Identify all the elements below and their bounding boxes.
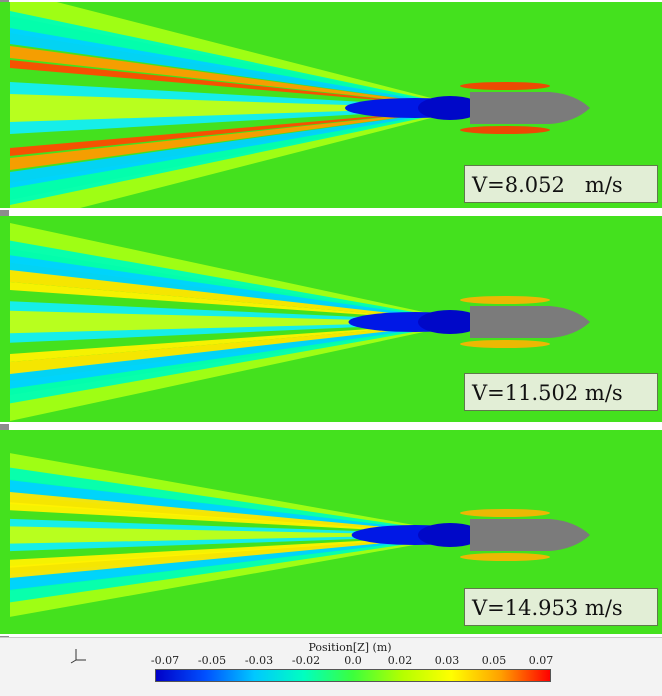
wake-panel-2-hull bbox=[470, 306, 590, 338]
wake-panel-2-transom-hollow bbox=[418, 310, 482, 334]
wake-panel-1-bow-crest bbox=[460, 126, 550, 134]
legend-tick-label: -0.05 bbox=[197, 654, 227, 667]
wake-panel-3-bow-crest bbox=[460, 553, 550, 561]
wake-panel-1-outer-aqua-band bbox=[10, 108, 470, 205]
wake-panel-3-center-crest bbox=[10, 526, 440, 544]
wake-panel-1-bow-crest bbox=[460, 82, 550, 90]
wake-panel-2 bbox=[0, 216, 662, 424]
colorbar bbox=[155, 669, 551, 682]
wake-panel-1-transom-hollow bbox=[418, 96, 482, 120]
color-legend: Position[Z] (m) -0.07 -0.05 -0.03 -0.02 0.0 0… bbox=[0, 637, 662, 696]
axis-triad-icon bbox=[70, 644, 98, 664]
legend-tick-labels: -0.07 -0.05 -0.03 -0.02 0.0 0.02 0.03 0.05 0.07 bbox=[0, 654, 662, 668]
legend-tick-label: -0.02 bbox=[291, 654, 321, 667]
legend-tick-label: 0.02 bbox=[387, 654, 413, 667]
velocity-label-3: V=14.953 m/s bbox=[464, 588, 658, 626]
wake-panel-3-yellow-band bbox=[10, 535, 470, 578]
wake-panel-2-yellow-band bbox=[10, 322, 470, 374]
wake-panel-2-outer-lightgreen-band bbox=[10, 322, 470, 421]
legend-tick-label: 0.07 bbox=[528, 654, 554, 667]
wake-panel-1-hull bbox=[470, 92, 590, 124]
wake-panel-1-cyan-band bbox=[10, 108, 470, 188]
legend-tick-label: 0.03 bbox=[434, 654, 460, 667]
wake-panel-3-transom-hollow bbox=[418, 523, 482, 547]
wake-panel-2-crest-band bbox=[10, 282, 470, 322]
wake-panel-1-cyan-band bbox=[10, 28, 470, 108]
wake-panel-2-bow-crest bbox=[460, 296, 550, 304]
legend-title: Position[Z] (m) bbox=[308, 641, 392, 654]
wake-panel-1-yellow-band bbox=[10, 46, 470, 108]
wake-panel-2-bow-crest bbox=[460, 340, 550, 348]
velocity-label-1: V=8.052 m/s bbox=[464, 165, 658, 203]
wake-panel-2-outer-lightgreen-band bbox=[10, 223, 470, 322]
wake-panel-1-separator bbox=[0, 208, 662, 210]
wake-panel-3-outer-aqua-band bbox=[10, 467, 470, 535]
wake-panel-1-outer-lightgreen-band bbox=[10, 108, 470, 210]
wake-panel-1-outer-aqua-band bbox=[10, 11, 470, 108]
legend-tick-label: -0.03 bbox=[244, 654, 274, 667]
wake-panel-1-outer-lightgreen-band bbox=[10, 2, 470, 108]
wake-panel-2-separator bbox=[0, 422, 662, 424]
wake-panel-1 bbox=[0, 2, 662, 210]
legend-tick-label: 0.0 bbox=[344, 654, 362, 667]
wake-panel-3-bow-crest bbox=[460, 509, 550, 517]
legend-tick-label: 0.05 bbox=[481, 654, 507, 667]
legend-tick-label: -0.07 bbox=[150, 654, 180, 667]
wake-panel-1-yellow-band bbox=[10, 108, 470, 170]
wake-panel-3-yellow-band bbox=[10, 492, 470, 535]
wake-panel-2-center-crest bbox=[10, 310, 440, 334]
wake-panel-1-center-crest bbox=[10, 94, 440, 122]
wake-panel-2-yellow-band bbox=[10, 270, 470, 322]
wake-panel-1-crest-band bbox=[10, 60, 470, 108]
wake-panel-3-separator bbox=[0, 634, 662, 636]
wake-panel-3-hull bbox=[470, 519, 590, 551]
velocity-label-2: V=11.502 m/s bbox=[464, 373, 658, 411]
wake-panel-2-crest-band bbox=[10, 322, 470, 362]
wake-panel-1-crest-band bbox=[10, 108, 470, 156]
